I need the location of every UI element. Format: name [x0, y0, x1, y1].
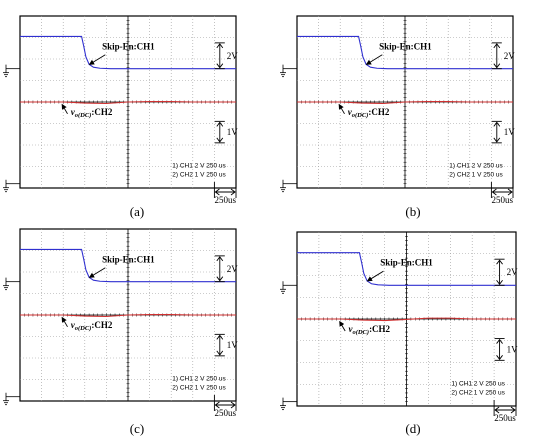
scale-label: 2V	[227, 264, 239, 274]
ground-ch2-icon	[3, 392, 20, 406]
annotation-ch2-arrow	[339, 320, 346, 332]
channel-info-line: 1) CH1 2 V 250 us	[172, 163, 226, 170]
scale-label: 2V	[227, 51, 239, 61]
ch1-volt-scale: 2V	[214, 42, 239, 70]
trace-ch2	[20, 101, 236, 105]
channel-info-line: 1) CH1 2 V 250 us	[172, 376, 226, 383]
ch2-volt-scale: 1V	[491, 120, 516, 144]
annotation-ch2: vo(DC):CH2	[71, 320, 113, 332]
ground-ch1-icon	[3, 64, 20, 78]
annotation-ch2-arrow	[338, 103, 345, 115]
annotation-ch2-arrow	[61, 316, 68, 328]
scope-panel-4: 2V 1V 250us 1) CH1 2 V 250 us 2) CH2 1 V 250…	[280, 231, 519, 436]
time-scale-label: 250us	[214, 195, 236, 205]
annotation-ch2: vo(DC):CH2	[348, 107, 390, 119]
scale-label: 1V	[507, 344, 519, 354]
scope-panel-2: 2V 1V 250us 1) CH1 2 V 250 us 2) CH2 1 V 250…	[280, 15, 516, 219]
ch1-volt-scale: 2V	[494, 258, 519, 286]
time-scale-label: 250us	[494, 413, 516, 423]
annotation-ch2: vo(DC):CH2	[348, 324, 390, 336]
channel-info-line: 2) CH2 1 V 250 us	[449, 172, 503, 179]
annotation-ch1: Skip-En:CH1	[379, 41, 432, 51]
time-scale: 250us	[213, 182, 237, 205]
scale-label: 1V	[227, 127, 239, 137]
annotation-ch1-arrow	[88, 267, 106, 278]
ch1-volt-scale: 2V	[491, 42, 516, 70]
annotation-ch1: Skip-En:CH1	[102, 254, 155, 264]
time-scale-label: 250us	[491, 195, 513, 205]
panel-caption: (a)	[130, 204, 144, 219]
channel-info-line: 2) CH2 1 V 250 us	[172, 385, 226, 392]
ground-ch2-icon	[280, 179, 297, 193]
trace-ch1	[297, 35, 513, 70]
channel-info-line: 1) CH1 2 V 250 us	[449, 163, 503, 170]
time-scale: 250us	[213, 395, 237, 418]
ground-ch2-icon	[3, 179, 20, 193]
time-scale: 250us	[490, 182, 514, 205]
ch2-volt-scale: 1V	[214, 120, 239, 144]
scope-panel-1: 2V 1V 250us 1) CH1 2 V 250 us 2) CH2 1 V 250…	[3, 15, 239, 219]
channel-info-line: 2) CH2 1 V 250 us	[172, 172, 226, 179]
annotation-ch1-arrow	[366, 270, 384, 282]
annotation-ch1-arrow	[365, 54, 383, 65]
trace-ch2	[297, 317, 516, 322]
panel-caption: (d)	[405, 421, 420, 436]
scale-label: 2V	[507, 267, 519, 277]
ground-ch2-icon	[280, 397, 297, 411]
annotation-ch2-arrow	[61, 103, 68, 115]
scope-panel-3: 2V 1V 250us 1) CH1 2 V 250 us 2) CH2 1 V 250…	[3, 228, 239, 436]
channel-info-line: 2) CH2 1 V 250 us	[451, 389, 505, 396]
ch2-volt-scale: 1V	[494, 338, 519, 361]
scale-label: 2V	[504, 51, 516, 61]
scale-label: 1V	[227, 340, 239, 350]
trace-ch1	[20, 248, 236, 283]
annotation-ch1-arrow	[88, 54, 106, 65]
ch1-volt-scale: 2V	[214, 255, 239, 283]
ground-ch1-icon	[3, 277, 20, 291]
ch2-volt-scale: 1V	[214, 333, 239, 357]
trace-ch2	[297, 101, 513, 105]
panel-caption: (b)	[405, 204, 420, 219]
trace-ch1	[297, 252, 516, 286]
ground-ch1-icon	[280, 64, 297, 78]
time-scale-label: 250us	[214, 408, 236, 418]
trace-ch1	[20, 35, 236, 70]
annotation-ch1: Skip-En:CH1	[102, 41, 155, 51]
time-scale: 250us	[493, 400, 517, 423]
annotation-ch1: Skip-En:CH1	[380, 258, 433, 268]
trace-ch2	[20, 314, 236, 318]
channel-info-line: 1) CH1 2 V 250 us	[451, 380, 505, 387]
annotation-ch2: vo(DC):CH2	[71, 107, 113, 119]
panel-caption: (c)	[130, 421, 144, 436]
scale-label: 1V	[504, 127, 516, 137]
ground-ch1-icon	[280, 281, 297, 294]
